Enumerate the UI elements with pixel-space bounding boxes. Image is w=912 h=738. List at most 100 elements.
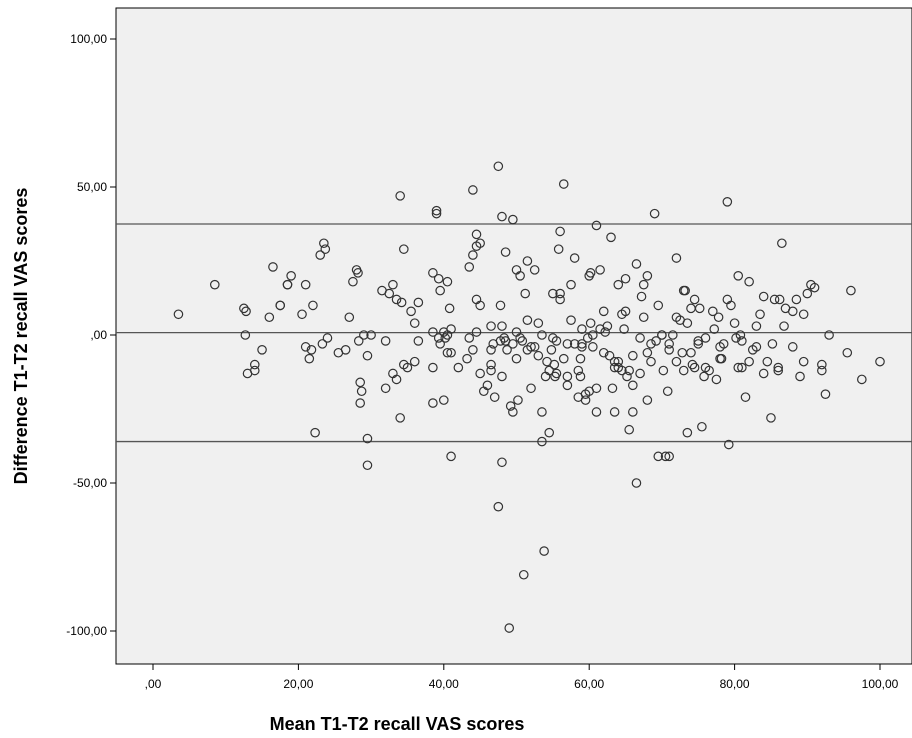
data-point <box>526 383 536 394</box>
data-point <box>653 300 664 311</box>
x-tick-label: 100,00 <box>862 677 899 691</box>
data-point <box>569 253 580 263</box>
data-point <box>355 377 365 388</box>
data-point <box>682 427 693 438</box>
data-point <box>306 344 317 355</box>
data-point <box>642 270 653 281</box>
data-point <box>486 365 496 376</box>
data-point <box>707 306 718 317</box>
data-point <box>173 309 184 320</box>
data-point <box>508 407 518 417</box>
data-point <box>529 265 540 275</box>
data-point <box>453 362 464 373</box>
data-point <box>733 270 744 281</box>
data-point <box>798 356 809 367</box>
data-point <box>537 407 547 417</box>
x-tick-label: ,00 <box>145 677 162 691</box>
data-point <box>709 324 720 334</box>
data-points <box>173 161 885 633</box>
data-point <box>356 386 367 397</box>
data-point <box>735 330 746 340</box>
data-point <box>580 395 591 405</box>
data-point <box>513 395 523 405</box>
data-point <box>555 226 565 237</box>
data-point <box>769 294 780 305</box>
data-point <box>697 421 707 432</box>
data-point <box>824 330 834 340</box>
data-point <box>606 232 616 243</box>
data-point <box>268 262 278 272</box>
data-point <box>798 309 809 320</box>
data-point <box>638 279 649 290</box>
data-point <box>546 344 557 355</box>
data-point <box>529 342 540 352</box>
data-point <box>395 191 405 201</box>
data-point <box>737 336 747 346</box>
data-point <box>820 389 831 399</box>
data-point <box>562 371 573 382</box>
data-point <box>773 365 784 376</box>
data-point <box>428 398 438 408</box>
data-point <box>282 279 293 290</box>
data-point <box>240 330 251 340</box>
data-point <box>677 347 688 358</box>
x-tick-label: 60,00 <box>574 677 604 691</box>
data-point <box>464 262 475 272</box>
data-point <box>558 179 569 189</box>
data-point <box>846 285 856 296</box>
data-point <box>700 362 711 373</box>
data-point <box>638 312 649 323</box>
data-point <box>264 312 275 323</box>
data-point <box>497 371 507 382</box>
data-point <box>585 268 596 278</box>
data-point <box>787 306 798 317</box>
data-point <box>740 392 751 402</box>
data-point <box>755 309 765 320</box>
data-point <box>722 294 733 305</box>
data-point <box>585 318 596 328</box>
data-point <box>286 270 296 281</box>
data-point <box>533 350 544 361</box>
data-point <box>628 380 638 391</box>
data-point <box>515 270 525 281</box>
data-point <box>475 238 485 249</box>
data-point <box>497 321 507 331</box>
data-point <box>779 321 789 331</box>
data-point <box>433 333 444 343</box>
data-point <box>362 350 373 361</box>
data-point <box>508 214 518 225</box>
data-point <box>300 279 311 290</box>
data-point <box>502 344 512 355</box>
data-point <box>435 339 445 349</box>
data-point <box>624 365 634 376</box>
data-point <box>553 244 564 254</box>
data-point <box>687 359 698 370</box>
data-point <box>489 392 500 402</box>
data-point <box>366 330 376 340</box>
data-point <box>591 220 602 231</box>
data-point <box>693 339 704 349</box>
x-tick-label: 20,00 <box>283 677 313 691</box>
data-point <box>433 273 444 284</box>
data-point <box>409 318 420 328</box>
data-point <box>355 398 365 408</box>
data-point <box>431 205 442 216</box>
data-point <box>744 276 754 287</box>
data-point <box>380 336 391 346</box>
data-point <box>511 353 522 364</box>
data-point <box>241 306 251 317</box>
data-point <box>548 288 558 299</box>
data-point <box>322 333 333 343</box>
data-point <box>362 433 373 444</box>
data-point <box>249 359 260 370</box>
data-point <box>319 238 329 249</box>
data-point <box>446 324 456 334</box>
data-point <box>660 451 671 462</box>
data-point <box>662 386 673 397</box>
data-point <box>520 288 531 299</box>
data-point <box>635 368 645 379</box>
data-point <box>651 336 661 346</box>
data-point <box>428 327 438 337</box>
data-point <box>555 288 565 299</box>
data-point <box>787 342 798 352</box>
